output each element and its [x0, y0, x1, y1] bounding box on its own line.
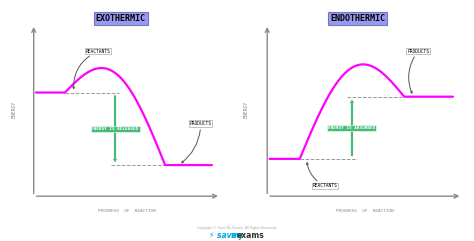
- Text: ENERGY IS ABSORBED: ENERGY IS ABSORBED: [328, 126, 375, 130]
- Text: ⚡ save: ⚡ save: [209, 231, 237, 240]
- Text: PRODUCTS: PRODUCTS: [182, 121, 212, 163]
- Text: ENERGY IS RELEASED: ENERGY IS RELEASED: [91, 127, 138, 131]
- Text: REACTANTS: REACTANTS: [73, 49, 111, 89]
- Text: ENERGY: ENERGY: [11, 100, 16, 118]
- Text: REACTANTS: REACTANTS: [306, 163, 337, 188]
- Text: my: my: [230, 231, 244, 240]
- Text: EXOTHERMIC: EXOTHERMIC: [96, 14, 146, 23]
- Text: PROGRESS  OF  REACTION: PROGRESS OF REACTION: [336, 209, 393, 213]
- Text: Copyright © Save My Exams. All Rights Reserved.: Copyright © Save My Exams. All Rights Re…: [197, 226, 277, 230]
- Text: ENERGY: ENERGY: [244, 100, 249, 118]
- Text: exams: exams: [237, 231, 265, 240]
- Text: PRODUCTS: PRODUCTS: [407, 49, 429, 93]
- Text: PROGRESS  OF  REACTION: PROGRESS OF REACTION: [99, 209, 156, 213]
- Text: ENDOTHERMIC: ENDOTHERMIC: [330, 14, 385, 23]
